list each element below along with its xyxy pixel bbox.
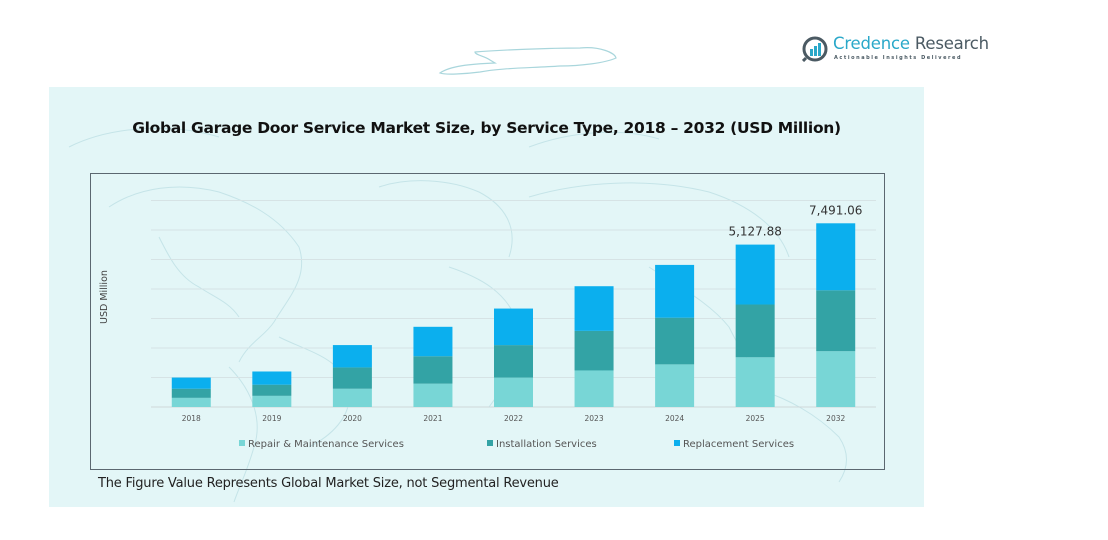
bar-repair-maintenance-services-2019: [252, 395, 292, 407]
legend-item: Replacement Services: [674, 439, 794, 450]
chart-panel: Global Garage Door Service Market Size, …: [49, 87, 924, 507]
bar-replacement-services-2020: [332, 345, 372, 368]
bar-replacement-services-2025: [735, 244, 775, 305]
legend-swatch: [239, 440, 245, 446]
bar-stack-2023: [574, 286, 614, 407]
bar-installation-services-2023: [574, 330, 614, 371]
chart-area: 2018 2019 2020 2021 2022 2023 2024 2025 5,127.88…: [90, 173, 885, 470]
brand-name-part2: Research: [909, 34, 989, 53]
bar-replacement-services-2022: [494, 308, 533, 346]
bar-stack-2020: [332, 345, 372, 407]
y-axis-label: USD Million: [99, 270, 110, 324]
bar-repair-maintenance-services-2023: [574, 370, 614, 407]
bar-installation-services-2019: [252, 384, 292, 396]
bar-repair-maintenance-services-2020: [332, 388, 372, 407]
x-tick-label: 2019: [262, 414, 281, 423]
bar-repair-maintenance-services-2018: [171, 397, 211, 407]
legend-item: Repair & Maintenance Services: [239, 439, 404, 450]
bar-repair-maintenance-services-2032: [816, 351, 856, 407]
bar-installation-services-2021: [413, 356, 453, 384]
x-tick-label: 2025: [746, 414, 765, 423]
data-label-2025: 5,127.88: [728, 225, 781, 239]
bar-stack-2022: [494, 308, 533, 407]
chart-title: Global Garage Door Service Market Size, …: [132, 119, 841, 137]
brand-name: Credence Research: [833, 34, 989, 53]
bar-installation-services-2020: [332, 367, 372, 389]
bar-stack-2019: [252, 371, 292, 407]
bar-installation-services-2032: [816, 290, 856, 352]
legend-item: Installation Services: [487, 439, 597, 450]
x-tick-label: 2023: [585, 414, 604, 423]
x-tick-label: 2021: [423, 414, 442, 423]
plot-svg: 2018 2019 2020 2021 2022 2023 2024 2025 5,127.88…: [151, 200, 876, 423]
x-tick-label: 2018: [182, 414, 201, 423]
bar-stack-2024: [655, 264, 695, 407]
x-tick-label: 2024: [665, 414, 684, 423]
brand-name-part1: Credence: [833, 34, 910, 53]
bar-installation-services-2018: [171, 388, 211, 398]
footnote: The Figure Value Represents Global Marke…: [98, 476, 559, 491]
bar-repair-maintenance-services-2022: [494, 377, 533, 407]
credence-research-logo: Credence Research Actionable Insights De…: [802, 34, 992, 68]
x-tick-label: 2020: [343, 414, 362, 423]
bar-replacement-services-2019: [252, 371, 292, 385]
bar-repair-maintenance-services-2021: [413, 383, 453, 407]
bar-repair-maintenance-services-2024: [655, 364, 695, 407]
bar-stack-2025: [735, 244, 775, 407]
bar-chart-magnifier-icon: [802, 36, 828, 62]
bar-stack-2021: [413, 326, 453, 407]
data-label-2032: 7,491.06: [809, 203, 862, 217]
bar-installation-services-2025: [735, 304, 775, 358]
x-tick-label: 2032: [826, 414, 845, 423]
bar-stack-2032: [816, 223, 856, 407]
bar-replacement-services-2023: [574, 286, 614, 331]
brand-tagline: Actionable Insights Delivered: [834, 55, 963, 61]
bar-installation-services-2022: [494, 345, 533, 378]
legend-swatch: [674, 440, 680, 446]
bar-replacement-services-2032: [816, 223, 856, 291]
legend-swatch: [487, 440, 493, 446]
bar-installation-services-2024: [655, 317, 695, 365]
legend-label: Repair & Maintenance Services: [248, 439, 404, 450]
bar-replacement-services-2018: [171, 377, 211, 389]
x-tick-label: 2022: [504, 414, 523, 423]
legend-label: Installation Services: [496, 439, 597, 450]
bar-replacement-services-2021: [413, 326, 453, 357]
bar-repair-maintenance-services-2025: [735, 357, 775, 407]
decorative-outline-shape: [438, 47, 617, 75]
bar-stack-2018: [171, 377, 211, 407]
bar-replacement-services-2024: [655, 264, 695, 318]
legend-label: Replacement Services: [683, 439, 795, 450]
